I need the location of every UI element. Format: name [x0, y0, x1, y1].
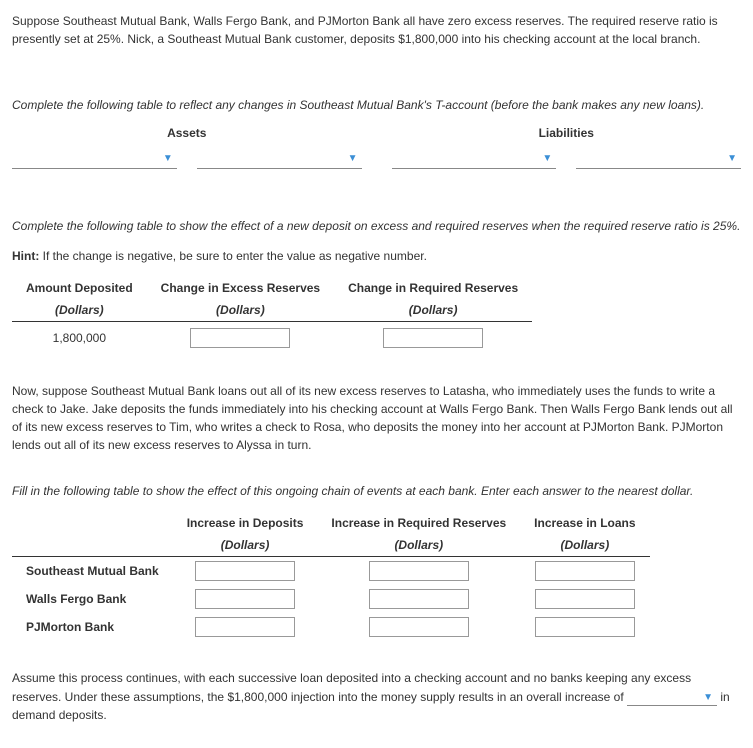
chain-paragraph: Now, suppose Southeast Mutual Bank loans…: [12, 382, 741, 454]
chevron-down-icon: ▼: [163, 153, 177, 164]
reserves-prompt: Complete the following table to show the…: [12, 217, 741, 235]
hint-label: Hint:: [12, 249, 39, 263]
chevron-down-icon: ▼: [348, 153, 362, 164]
reserves-col2-header: Change in Excess Reserves: [147, 277, 334, 299]
liabilities-account-dropdown[interactable]: ▼: [392, 148, 557, 169]
southeast-deposits-input[interactable]: [195, 561, 295, 581]
southeast-loans-input[interactable]: [535, 561, 635, 581]
chevron-down-icon: ▼: [727, 153, 741, 164]
reserves-col3-header: Change in Required Reserves: [334, 277, 532, 299]
chain-row1-label: Southeast Mutual Bank: [12, 557, 173, 586]
reserves-col2-unit: (Dollars): [147, 299, 334, 322]
chain-col3-header: Increase in Loans: [520, 512, 649, 534]
walls-deposits-input[interactable]: [195, 589, 295, 609]
reserves-col3-unit: (Dollars): [334, 299, 532, 322]
amount-deposited-value: 1,800,000: [12, 322, 147, 355]
chevron-down-icon: ▼: [703, 692, 717, 703]
pjmorton-deposits-input[interactable]: [195, 617, 295, 637]
final-paragraph: Assume this process continues, with each…: [12, 669, 741, 724]
reserves-table: Amount Deposited Change in Excess Reserv…: [12, 277, 532, 354]
walls-loans-input[interactable]: [535, 589, 635, 609]
chain-row3-label: PJMorton Bank: [12, 613, 173, 641]
pjmorton-required-input[interactable]: [369, 617, 469, 637]
t-account-prompt: Complete the following table to reflect …: [12, 96, 741, 114]
chain-col1-header: Increase in Deposits: [173, 512, 318, 534]
intro-paragraph: Suppose Southeast Mutual Bank, Walls Fer…: [12, 12, 741, 48]
chain-col2-header: Increase in Required Reserves: [317, 512, 520, 534]
final-text-1: Assume this process continues, with each…: [12, 671, 691, 704]
pjmorton-loans-input[interactable]: [535, 617, 635, 637]
reserves-col1-header: Amount Deposited: [12, 277, 147, 299]
assets-header: Assets: [167, 126, 206, 140]
liabilities-amount-dropdown[interactable]: ▼: [576, 148, 741, 169]
overall-increase-dropdown[interactable]: ▼: [627, 687, 717, 706]
liabilities-header: Liabilities: [539, 126, 594, 140]
reserves-col1-unit: (Dollars): [12, 299, 147, 322]
chain-col2-unit: (Dollars): [317, 534, 520, 557]
chain-prompt: Fill in the following table to show the …: [12, 482, 741, 500]
assets-amount-dropdown[interactable]: ▼: [197, 148, 362, 169]
t-account-table: Assets ▼ ▼ Liabilities ▼ ▼: [12, 126, 741, 169]
chain-row2-label: Walls Fergo Bank: [12, 585, 173, 613]
change-required-reserves-input[interactable]: [383, 328, 483, 348]
walls-required-input[interactable]: [369, 589, 469, 609]
chevron-down-icon: ▼: [542, 153, 556, 164]
change-excess-reserves-input[interactable]: [190, 328, 290, 348]
assets-account-dropdown[interactable]: ▼: [12, 148, 177, 169]
southeast-required-input[interactable]: [369, 561, 469, 581]
chain-col3-unit: (Dollars): [520, 534, 649, 557]
chain-table: Increase in Deposits Increase in Require…: [12, 512, 650, 641]
hint-text: If the change is negative, be sure to en…: [39, 249, 427, 263]
chain-col1-unit: (Dollars): [173, 534, 318, 557]
hint: Hint: If the change is negative, be sure…: [12, 247, 741, 265]
